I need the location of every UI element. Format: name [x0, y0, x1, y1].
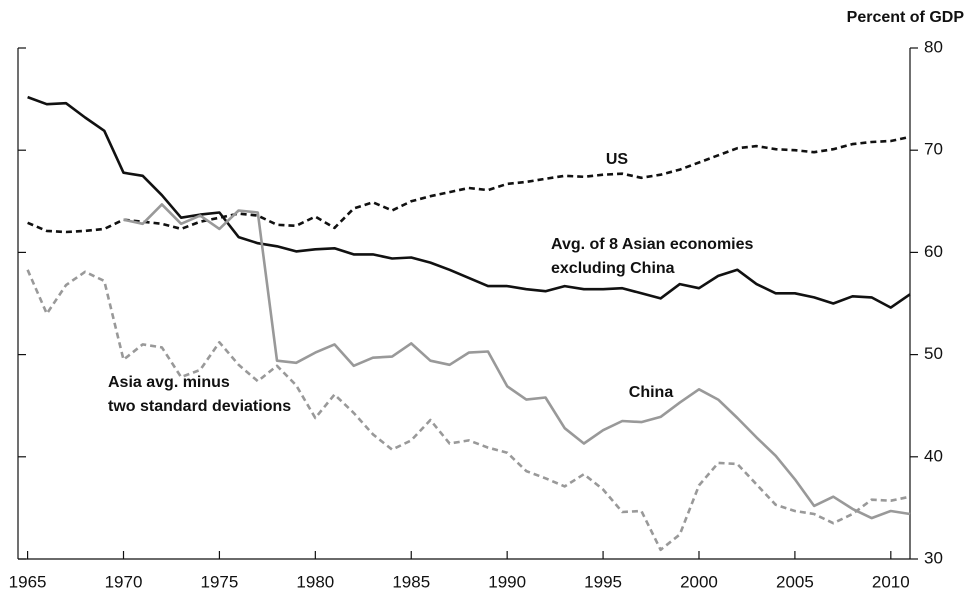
y-tick-label: 30 — [924, 548, 943, 567]
annotation: excluding China — [551, 260, 675, 277]
y-tick-label: 70 — [924, 140, 943, 159]
x-tick-label: 1995 — [584, 572, 622, 591]
annotation: two standard deviations — [108, 398, 291, 415]
series-line — [27, 95, 911, 309]
series-line — [26, 269, 911, 552]
x-tick-label: 2000 — [680, 572, 718, 591]
series-line — [27, 135, 911, 234]
x-tick-label: 2005 — [776, 572, 814, 591]
x-tick-label: 1975 — [201, 572, 239, 591]
annotation: Asia avg. minus — [108, 374, 230, 391]
y-tick-label: 40 — [924, 446, 943, 465]
y-tick-label: 50 — [924, 344, 943, 363]
x-tick-label: 1985 — [392, 572, 430, 591]
y-axis-label: Percent of GDP — [847, 9, 965, 26]
annotation: US — [606, 151, 629, 168]
annotation: China — [629, 384, 674, 401]
series-line — [123, 203, 911, 520]
annotation: Avg. of 8 Asian economies — [551, 236, 754, 253]
x-tick-label: 1970 — [105, 572, 143, 591]
x-tick-label: 1980 — [296, 572, 334, 591]
x-tick-label: 1965 — [9, 572, 47, 591]
y-tick-label: 80 — [924, 37, 943, 56]
y-tick-label: 60 — [924, 242, 943, 261]
x-tick-label: 1990 — [488, 572, 526, 591]
x-tick-label: 2010 — [872, 572, 910, 591]
